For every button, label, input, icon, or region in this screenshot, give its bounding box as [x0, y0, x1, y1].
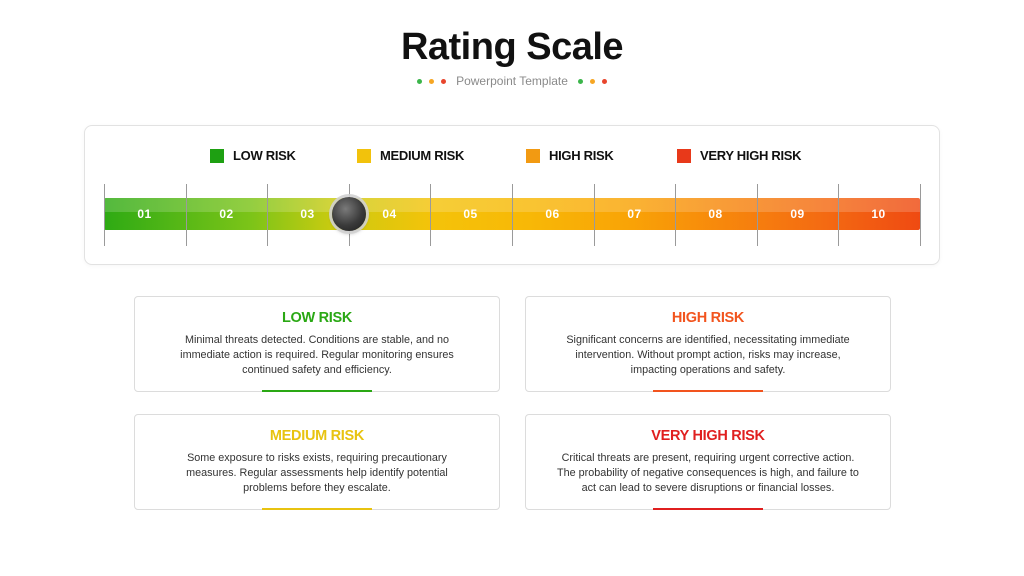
scale-tick — [838, 184, 839, 246]
legend-label: HIGH RISK — [549, 148, 614, 163]
legend-item-very-high: VERY HIGH RISK — [677, 148, 802, 163]
scale-segment-label: 09 — [790, 207, 805, 221]
page-title: Rating Scale — [400, 26, 624, 68]
card-description: Critical threats are present, requiring … — [557, 452, 859, 494]
card-accent-line — [262, 390, 372, 392]
card-accent-line — [262, 508, 372, 510]
dot-icon — [577, 78, 583, 84]
scale-tick — [675, 184, 676, 246]
legend-item-low: LOW RISK — [210, 148, 296, 163]
scale-segment-label: 06 — [545, 207, 560, 221]
card-title: MEDIUM RISK — [269, 428, 365, 444]
scale-tick — [430, 184, 431, 246]
card-very-high-risk: VERY HIGH RISK Critical threats are pres… — [525, 414, 891, 510]
legend-swatch-very-high — [677, 148, 691, 163]
scale-tick — [186, 184, 187, 246]
dot-icon — [601, 78, 607, 84]
legend-label: MEDIUM RISK — [380, 148, 465, 163]
legend-item-medium: MEDIUM RISK — [357, 148, 464, 163]
card-low-risk: LOW RISK Minimal threats detected. Condi… — [134, 296, 500, 392]
dot-icon — [589, 78, 595, 84]
scale-segment-label: 10 — [871, 207, 886, 221]
legend-swatch-high — [526, 148, 540, 163]
card-title: VERY HIGH RISK — [651, 428, 765, 444]
card-high-risk: HIGH RISK Significant concerns are ident… — [525, 296, 891, 392]
legend-swatch-medium — [357, 148, 371, 163]
scale-tick — [920, 184, 921, 246]
scale-segment-label: 05 — [463, 207, 478, 221]
scale-slider-handle[interactable] — [332, 197, 366, 231]
dot-icon — [417, 78, 423, 84]
scale-segment-label: 01 — [137, 207, 152, 221]
scale-segment-label: 08 — [708, 207, 723, 221]
card-description: Some exposure to risks exists, requiring… — [186, 452, 448, 494]
legend: LOW RISK MEDIUM RISK HIGH RISK VERY HIGH… — [0, 148, 1024, 166]
scale-tick — [104, 184, 105, 246]
dot-icon — [441, 78, 447, 84]
decorative-dots-right — [577, 78, 607, 84]
subtitle-row: Powerpoint Template — [0, 74, 1024, 88]
legend-label: VERY HIGH RISK — [700, 148, 802, 163]
dot-icon — [429, 78, 435, 84]
card-medium-risk: MEDIUM RISK Some exposure to risks exist… — [134, 414, 500, 510]
decorative-dots-left — [417, 78, 447, 84]
scale-tick — [512, 184, 513, 246]
scale-tick — [594, 184, 595, 246]
card-accent-line — [653, 508, 763, 510]
card-description: Significant concerns are identified, nec… — [566, 334, 850, 376]
legend-swatch-low — [210, 148, 224, 163]
card-title: LOW RISK — [281, 310, 353, 326]
legend-item-high: HIGH RISK — [526, 148, 614, 163]
scale-segment-label: 02 — [219, 207, 234, 221]
card-title: HIGH RISK — [671, 310, 745, 326]
card-description: Minimal threats detected. Conditions are… — [180, 334, 454, 376]
scale-segment-label: 04 — [382, 207, 397, 221]
scale-segment-label: 03 — [300, 207, 315, 221]
scale-segment-label: 07 — [627, 207, 642, 221]
legend-label: LOW RISK — [233, 148, 296, 163]
scale-tick — [267, 184, 268, 246]
card-accent-line — [653, 390, 763, 392]
page-subtitle: Powerpoint Template — [456, 74, 568, 88]
scale-tick — [757, 184, 758, 246]
